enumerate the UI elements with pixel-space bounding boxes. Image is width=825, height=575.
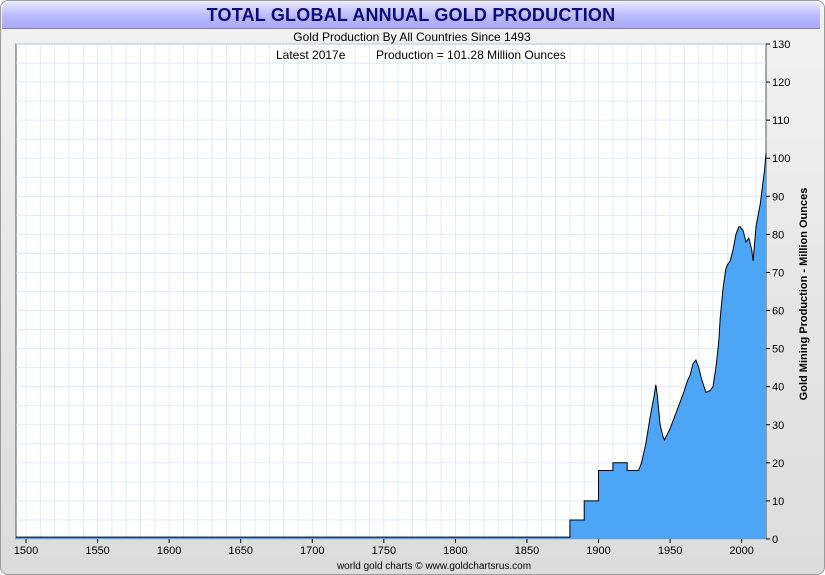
y-tick-label: 30 [772,420,784,432]
x-tick-label: 1550 [85,545,109,557]
y-axis-label: Gold Mining Production - Million Ounces [798,188,810,401]
chart-title: TOTAL GLOBAL ANNUAL GOLD PRODUCTION [206,5,616,25]
x-tick-label: 1600 [157,545,181,557]
chart-subtitle: Gold Production By All Countries Since 1… [293,30,531,44]
x-tick-label: 1650 [228,545,252,557]
y-tick-label: 10 [772,496,784,508]
x-axis: 1500 1550 1600 1650 1700 1750 1800 1850 1900 1950… [14,539,754,557]
footer-credit: world gold charts © www.goldchartsrus.co… [336,561,531,572]
production-area [16,153,766,539]
x-tick-label: 1500 [14,545,38,557]
grid [16,43,766,540]
y-tick-label: 110 [772,115,790,127]
y-tick-label: 90 [772,191,784,203]
x-tick-label: 1750 [372,545,396,557]
y-tick-label: 20 [772,458,784,470]
y-tick-label: 100 [772,153,790,165]
y-tick-label: 0 [772,534,778,546]
x-tick-label: 1850 [515,545,539,557]
y-tick-label: 130 [772,39,790,51]
y-tick-label: 80 [772,229,784,241]
x-tick-label: 1700 [300,545,324,557]
y-tick-label: 60 [772,306,784,318]
latest-production-label: Production = 101.28 Million Ounces [376,48,566,62]
y-tick-label: 120 [772,77,790,89]
y-axis: 0 10 20 30 40 50 60 70 80 90 100 110 120 130 [766,39,790,546]
x-tick-label: 1900 [586,545,610,557]
x-tick-label: 1950 [658,545,682,557]
y-tick-label: 70 [772,267,784,279]
production-line [16,153,767,538]
x-tick-label: 2000 [729,545,753,557]
latest-year-label: Latest 2017e [276,48,346,62]
y-tick-label: 40 [772,382,784,394]
title-bar: TOTAL GLOBAL ANNUAL GOLD PRODUCTION [2,2,820,29]
x-tick-label: 1800 [443,545,467,557]
y-tick-label: 50 [772,344,784,356]
